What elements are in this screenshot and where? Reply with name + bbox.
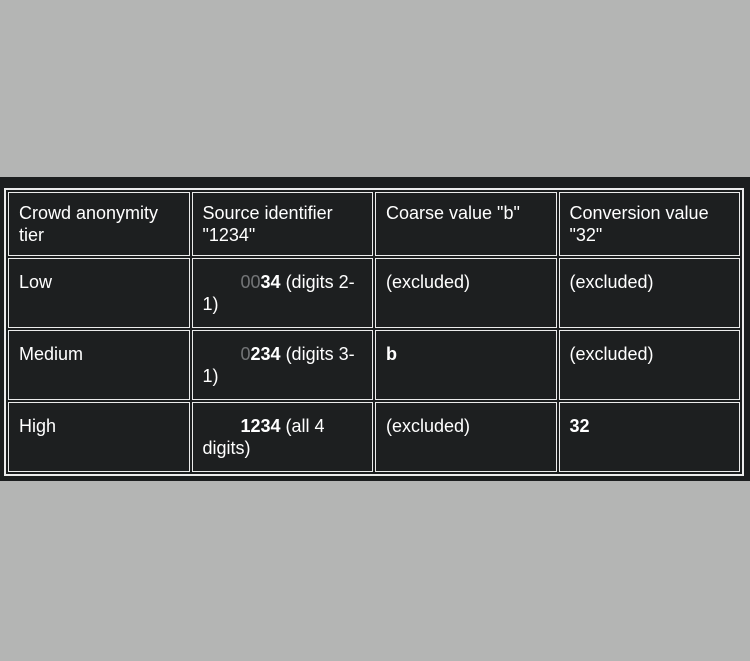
table-row-low: Low 0034 (digits 2-1) (excluded) (exclud… [8, 258, 740, 328]
conversion-value-cell: 32 [558, 402, 740, 472]
source-identifier-cell: 0034 (digits 2-1) [191, 258, 373, 328]
digits-note: (digits 2-1) [202, 272, 355, 314]
tier-cell: High [8, 402, 190, 472]
conversion-value: 32 [569, 416, 590, 436]
header-row: Crowd anonymity tier Source identifier "… [8, 192, 740, 256]
coarse-value-cell: b [375, 330, 557, 400]
column-header-tier: Crowd anonymity tier [8, 192, 190, 256]
source-identifier-cell: 0234 (digits 3-1) [191, 330, 373, 400]
column-header-conversion-value: Conversion value "32" [558, 192, 740, 256]
leading-zeros: 0 [240, 344, 251, 364]
source-identifier-cell: 1234 (all 4 digits) [191, 402, 373, 472]
matched-digits: 34 [260, 272, 281, 292]
leading-zeros: 00 [240, 272, 261, 292]
coarse-value: b [386, 344, 397, 364]
conversion-value-cell: (excluded) [558, 330, 740, 400]
column-header-source-identifier: Source identifier "1234" [191, 192, 373, 256]
matched-digits: 1234 [240, 416, 281, 436]
conversion-value-cell: (excluded) [558, 258, 740, 328]
tier-cell: Medium [8, 330, 190, 400]
table-row-high: High 1234 (all 4 digits) (excluded) 32 [8, 402, 740, 472]
column-header-coarse-value: Coarse value "b" [375, 192, 557, 256]
table-row-medium: Medium 0234 (digits 3-1) b (excluded) [8, 330, 740, 400]
digits-note: (digits 3-1) [202, 344, 355, 386]
matched-digits: 234 [250, 344, 281, 364]
crowd-anonymity-table: Crowd anonymity tier Source identifier "… [4, 188, 744, 476]
tier-cell: Low [8, 258, 190, 328]
coarse-value-cell: (excluded) [375, 258, 557, 328]
table-panel: Crowd anonymity tier Source identifier "… [0, 177, 750, 481]
coarse-value-cell: (excluded) [375, 402, 557, 472]
digits-note: (all 4 digits) [202, 416, 325, 458]
